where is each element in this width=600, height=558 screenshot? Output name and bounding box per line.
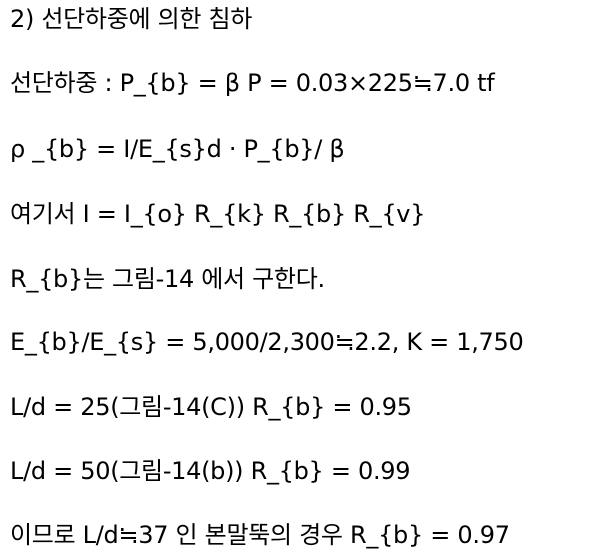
ld50-line: L/d = 50(그림-14(b)) R_{b} = 0.99 — [10, 457, 411, 485]
settlement-formula: ρ _{b} = I/E_{s}d · P_{b}/ β — [10, 135, 345, 163]
tip-load-equation: 선단하중 : P_{b} = β P = 0.03×225≒7.0 tf — [10, 69, 495, 97]
conclusion-line: 이므로 L/d≒37 인 본말뚝의 경우 R_{b} = 0.97 — [10, 521, 510, 549]
influence-factor-definition: 여기서 I = I_{o} R_{k} R_{b} R_{v} — [10, 200, 426, 228]
rb-reference-note: R_{b}는 그림-14 에서 구한다. — [10, 265, 325, 293]
modulus-ratio-line: E_{b}/E_{s} = 5,000/2,300≒2.2, K = 1,750 — [10, 328, 524, 356]
section-heading: 2) 선단하중에 의한 침하 — [10, 5, 253, 33]
ld25-line: L/d = 25(그림-14(C)) R_{b} = 0.95 — [10, 393, 412, 421]
